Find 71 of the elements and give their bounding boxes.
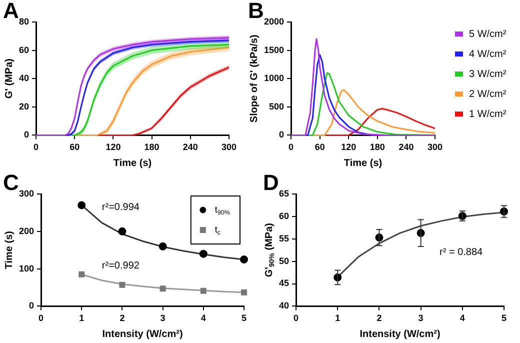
point xyxy=(240,255,248,264)
x-tick-label: 0 xyxy=(38,313,44,324)
point xyxy=(200,288,206,294)
point xyxy=(118,227,126,236)
x-axis-title: Time (s) xyxy=(344,158,382,169)
point xyxy=(241,289,247,296)
x-tick-label: 2 xyxy=(120,313,125,324)
y-tick-label: 20 xyxy=(18,101,30,112)
y-tick-label: 55 xyxy=(278,233,290,244)
x-tick-label: 240 xyxy=(182,142,198,152)
point xyxy=(199,250,208,258)
annotation: r² = 0.884 xyxy=(440,247,484,258)
x-tick-label: 1 xyxy=(79,313,84,324)
x-tick-label: 60 xyxy=(314,142,325,152)
y-tick-label: 45 xyxy=(278,278,290,288)
y-tick-label: 60 xyxy=(278,210,290,221)
point xyxy=(78,271,85,278)
legend-label: 5 W/cm² xyxy=(469,28,507,40)
y-tick-label: 0 xyxy=(279,130,284,140)
x-tick-label: 2 xyxy=(376,313,382,324)
point xyxy=(78,201,86,210)
y-tick-label: 50 xyxy=(278,256,290,266)
legend-label: 1 W/cm² xyxy=(469,108,507,120)
x-tick-label: 240 xyxy=(398,142,414,152)
x-axis-title: Intensity (W/cm²) xyxy=(102,328,183,340)
y-tick-label: 65 xyxy=(278,188,290,198)
chart-title: C xyxy=(3,170,19,196)
y-tick-label: 300 xyxy=(18,188,34,198)
y-tick-label: 40 xyxy=(278,300,290,311)
y-tick-label: 1000 xyxy=(264,73,284,84)
y-tick-label: 40 xyxy=(18,73,30,84)
x-tick-label: 1 xyxy=(335,313,340,324)
x-tick-label: 3 xyxy=(160,313,166,324)
y-tick-label: 0 xyxy=(24,130,30,140)
x-tick-label: 180 xyxy=(370,142,385,152)
x-tick-label: 4 xyxy=(460,313,465,324)
x-tick-label: 300 xyxy=(427,142,443,152)
annotation: r²=0.994 xyxy=(102,202,140,214)
x-tick-label: 180 xyxy=(144,142,160,152)
x-tick-label: 60 xyxy=(70,142,80,152)
legend-label: 3 W/cm² xyxy=(469,68,507,80)
legend-label: 2 W/cm² xyxy=(469,88,507,100)
point xyxy=(158,242,167,250)
y-tick-label: 100 xyxy=(18,263,34,274)
chart-title: D xyxy=(263,170,279,196)
x-tick-label: 300 xyxy=(221,142,237,152)
x-tick-label: 5 xyxy=(501,313,507,324)
y-axis-title: G' (MPa) xyxy=(4,58,15,99)
y-tick-label: 2000 xyxy=(264,16,284,26)
x-axis-title: Intensity (W/cm²) xyxy=(360,328,440,340)
y-tick-label: 80 xyxy=(18,16,30,26)
y-axis-title: Slope of G' (kPa/s) xyxy=(248,34,260,123)
y-tick-label: 1500 xyxy=(264,44,284,55)
y-tick-label: 60 xyxy=(18,44,30,55)
y-tick-label: 500 xyxy=(268,101,284,112)
y-tick-label: 0 xyxy=(29,300,34,311)
x-axis-title: Time (s) xyxy=(113,158,152,169)
point xyxy=(119,282,126,288)
chart-title: B xyxy=(248,0,264,24)
x-tick-label: 120 xyxy=(106,142,121,152)
y-axis-title: Time (s) xyxy=(4,231,15,270)
y-tick-label: 200 xyxy=(18,226,34,236)
x-tick-label: 0 xyxy=(294,313,299,324)
chart-title: A xyxy=(3,0,19,24)
x-tick-label: 5 xyxy=(241,313,247,324)
point xyxy=(160,286,166,292)
x-tick-label: 3 xyxy=(418,313,424,324)
x-tick-label: 120 xyxy=(341,142,356,152)
x-tick-label: 4 xyxy=(200,313,206,324)
legend-label: 4 W/cm² xyxy=(469,48,507,60)
annotation: r²=0.992 xyxy=(102,260,140,272)
